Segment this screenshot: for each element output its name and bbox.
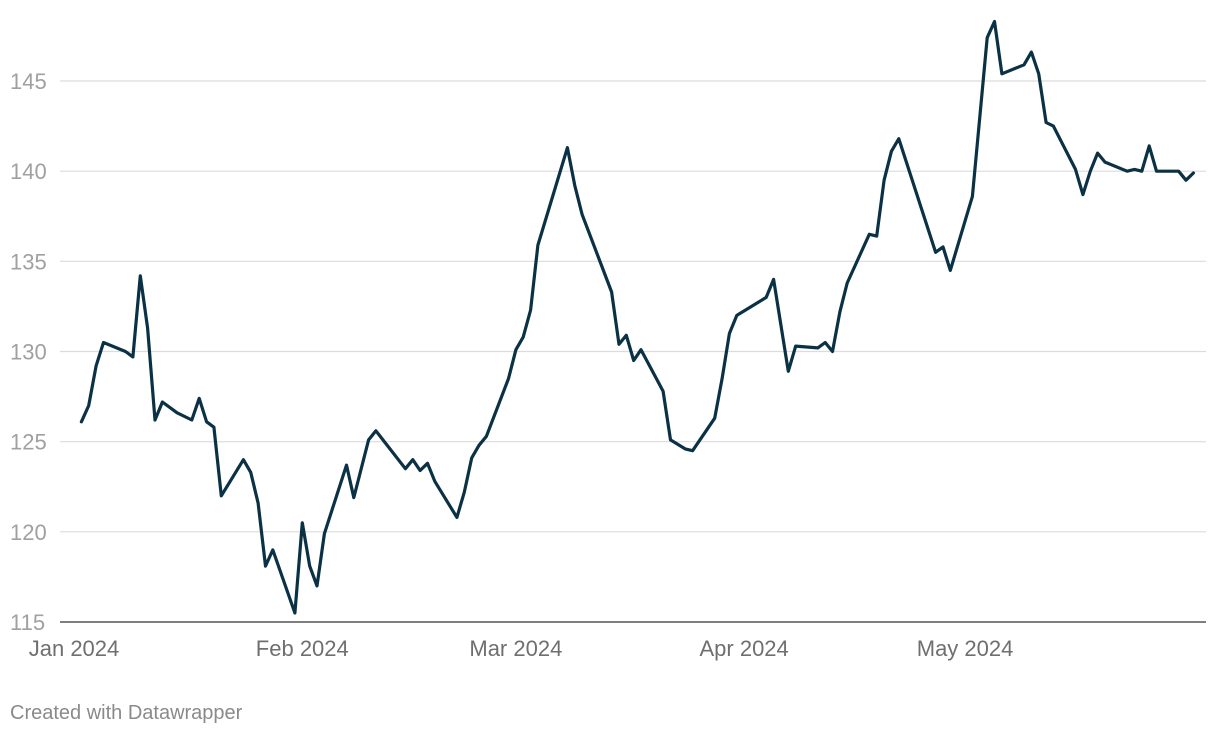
y-tick-label: 140 (10, 159, 47, 184)
gridlines (60, 80, 1206, 623)
x-tick-label: Feb 2024 (256, 636, 349, 661)
x-tick-label: Jan 2024 (29, 636, 120, 661)
y-tick-label: 135 (10, 249, 47, 274)
y-tick-label: 130 (10, 340, 47, 365)
credit-footer: Created with Datawrapper (10, 702, 243, 724)
x-tick-label: Mar 2024 (469, 636, 562, 661)
x-axis-ticks: Jan 2024 Feb 2024 Mar 2024 Apr 2024 May 2024 (29, 636, 1014, 661)
series-layer (79, 19, 1195, 615)
y-tick-label: 115 (10, 610, 45, 635)
y-axis-ticks: 115 120 125 130 135 140 145 (10, 69, 47, 635)
series-line (79, 19, 1195, 615)
y-tick-label: 145 (10, 69, 47, 94)
x-tick-label: May 2024 (917, 636, 1014, 661)
x-tick-label: Apr 2024 (699, 636, 788, 661)
y-tick-label: 125 (10, 430, 47, 455)
y-tick-label: 120 (10, 520, 47, 545)
